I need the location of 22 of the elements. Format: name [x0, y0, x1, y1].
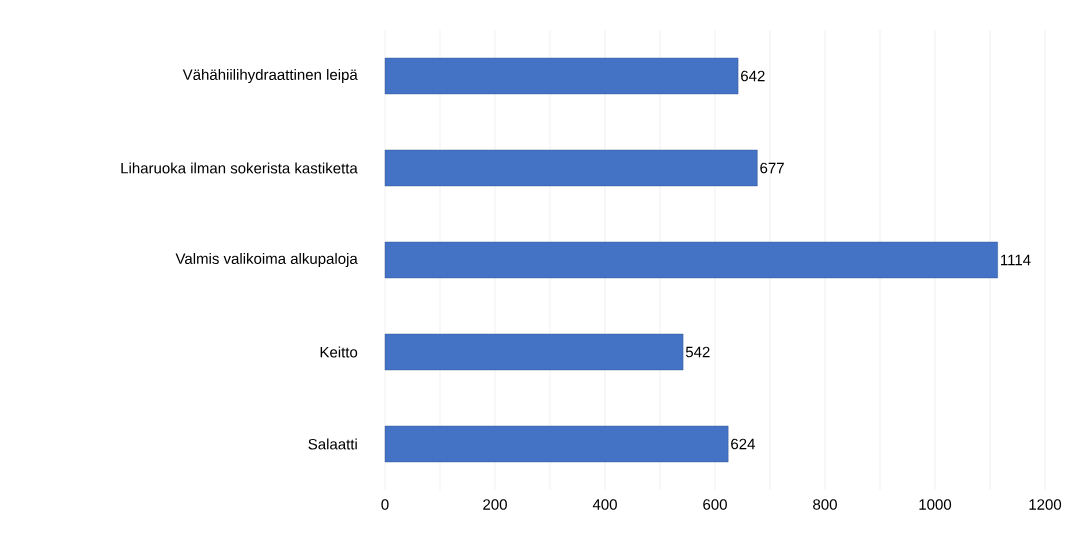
bar	[384, 57, 739, 95]
y-tick-label: Salaatti	[308, 438, 357, 450]
bar	[384, 149, 758, 187]
y-tick-label: Liharuoka ilman sokerista kastiketta	[121, 162, 358, 174]
x-tick-label: 400	[592, 499, 617, 510]
data-label: 642	[741, 70, 765, 82]
x-tick-label: 1000	[919, 499, 952, 510]
data-label: 677	[760, 162, 784, 174]
data-label: 624	[731, 438, 755, 450]
x-tick-label: 600	[703, 499, 727, 510]
bar	[384, 333, 684, 371]
y-tick-label: Valmis valikoima alkupaloja	[175, 253, 358, 267]
y-tick-label: Keitto	[320, 346, 358, 358]
bar	[384, 425, 729, 463]
data-label: 1114	[1001, 254, 1031, 266]
x-tick-label: 0	[381, 499, 389, 510]
y-tick-label: Vähähiilihydraattinen leipä	[182, 69, 358, 83]
data-label: 542	[685, 346, 710, 358]
x-tick-label: 1200	[1029, 499, 1062, 510]
bar	[384, 241, 998, 279]
x-tick-label: 800	[813, 499, 837, 510]
x-tick-label: 200	[483, 499, 507, 510]
